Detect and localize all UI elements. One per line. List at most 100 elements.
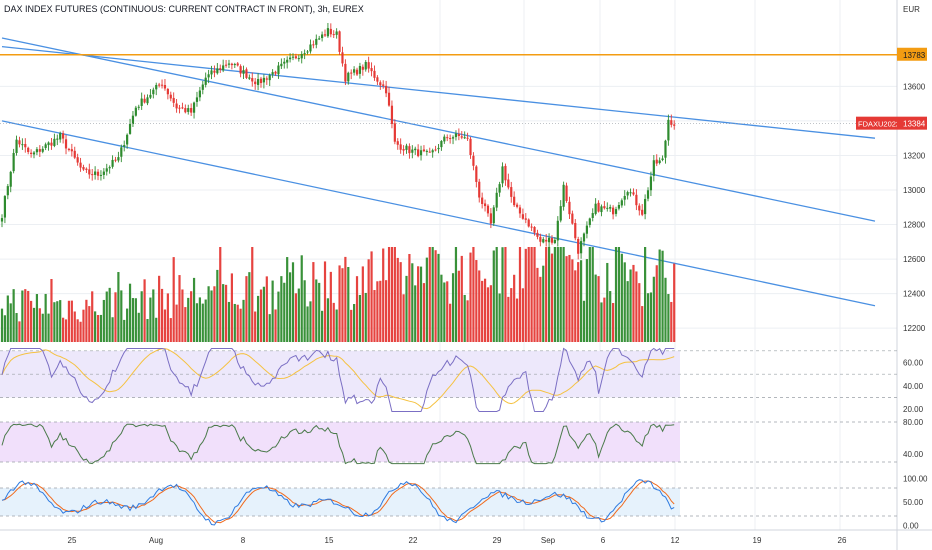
candle: [408, 143, 411, 159]
candle: [222, 59, 225, 73]
candle-body: [96, 171, 100, 176]
candle-body: [667, 119, 670, 141]
volume-bar: [612, 303, 615, 342]
candle-body: [504, 165, 507, 181]
volume-bar: [67, 300, 71, 342]
candle: [251, 72, 254, 87]
candle: [469, 136, 472, 159]
candle-body: [64, 139, 68, 149]
candle: [670, 114, 673, 128]
candle: [524, 213, 527, 224]
volume-bar: [431, 247, 434, 342]
volume-bar: [553, 247, 556, 342]
price-tick-label: 12800: [903, 221, 926, 230]
volume-bar: [451, 273, 455, 342]
candle: [254, 77, 257, 90]
candle: [323, 29, 327, 37]
candle-body: [629, 192, 632, 194]
candle: [283, 58, 286, 69]
candle-body: [419, 150, 423, 156]
candle: [472, 152, 475, 171]
candle-body: [539, 236, 542, 242]
candle: [114, 156, 117, 163]
candle-body: [393, 123, 396, 142]
volume-bar: [367, 259, 370, 342]
candle: [379, 80, 382, 90]
candle-body: [492, 207, 495, 224]
candle-body: [515, 204, 519, 207]
candle: [466, 132, 469, 141]
candle: [166, 87, 169, 100]
volume-bar: [219, 247, 222, 342]
candle: [579, 237, 583, 259]
candle-body: [361, 66, 364, 70]
candle: [437, 143, 440, 154]
candle: [355, 67, 359, 76]
volume-bar: [597, 276, 600, 342]
candle: [527, 218, 530, 228]
candle: [3, 195, 7, 224]
candle-body: [216, 68, 219, 74]
volume-bar: [62, 317, 65, 342]
price-tick-label: 13200: [903, 151, 926, 160]
volume-bar: [248, 272, 251, 342]
volume-bar: [355, 276, 359, 342]
volume-bar: [370, 251, 373, 342]
candle: [492, 205, 495, 226]
volume-bar: [280, 276, 283, 342]
candle-body: [326, 28, 330, 37]
volume-bar: [457, 270, 460, 342]
candle: [274, 70, 277, 76]
volume-bar: [271, 280, 274, 342]
volume-bar: [207, 286, 210, 342]
candle: [35, 147, 39, 156]
volume-bar: [27, 290, 30, 342]
volume-bar: [303, 280, 306, 342]
candle-body: [649, 176, 653, 191]
candle: [146, 94, 149, 106]
candle: [67, 147, 71, 152]
volume-bar: [428, 247, 431, 342]
candle-body: [585, 225, 589, 234]
candle-body: [303, 53, 306, 55]
volume-bar: [233, 303, 236, 342]
candle: [367, 56, 370, 73]
candle-body: [155, 84, 158, 90]
candle-body: [210, 70, 213, 75]
candle-body: [335, 31, 338, 35]
candle-body: [591, 213, 594, 218]
candle: [160, 79, 164, 89]
candle: [41, 146, 44, 154]
volume-bar: [131, 298, 135, 342]
volume-bar: [326, 298, 330, 342]
candle: [614, 206, 618, 217]
candle-body: [338, 31, 341, 52]
candle: [242, 65, 245, 80]
volume-bar: [30, 300, 33, 342]
volume-bar: [373, 290, 376, 342]
candle-body: [469, 138, 472, 156]
candle: [405, 143, 408, 154]
candle: [376, 75, 379, 86]
candle: [15, 135, 18, 156]
indicator2-tick-label: 40.00: [903, 450, 924, 459]
rsi-tick-label: 20.00: [903, 405, 924, 414]
volume-bar: [24, 289, 27, 342]
candle-body: [195, 97, 199, 102]
volume-bar: [632, 264, 635, 342]
candle-body: [606, 207, 609, 209]
resistance-tag-label: 13783: [903, 51, 926, 60]
candle: [606, 202, 609, 212]
candle: [56, 134, 59, 146]
candle: [152, 87, 155, 99]
candle-body: [495, 192, 498, 208]
candle-body: [126, 134, 129, 145]
candle: [370, 62, 373, 77]
candle: [169, 91, 172, 102]
candle-body: [405, 145, 408, 150]
time-tick-label: 19: [753, 536, 762, 545]
candle: [411, 145, 414, 159]
candle-body: [44, 144, 47, 148]
